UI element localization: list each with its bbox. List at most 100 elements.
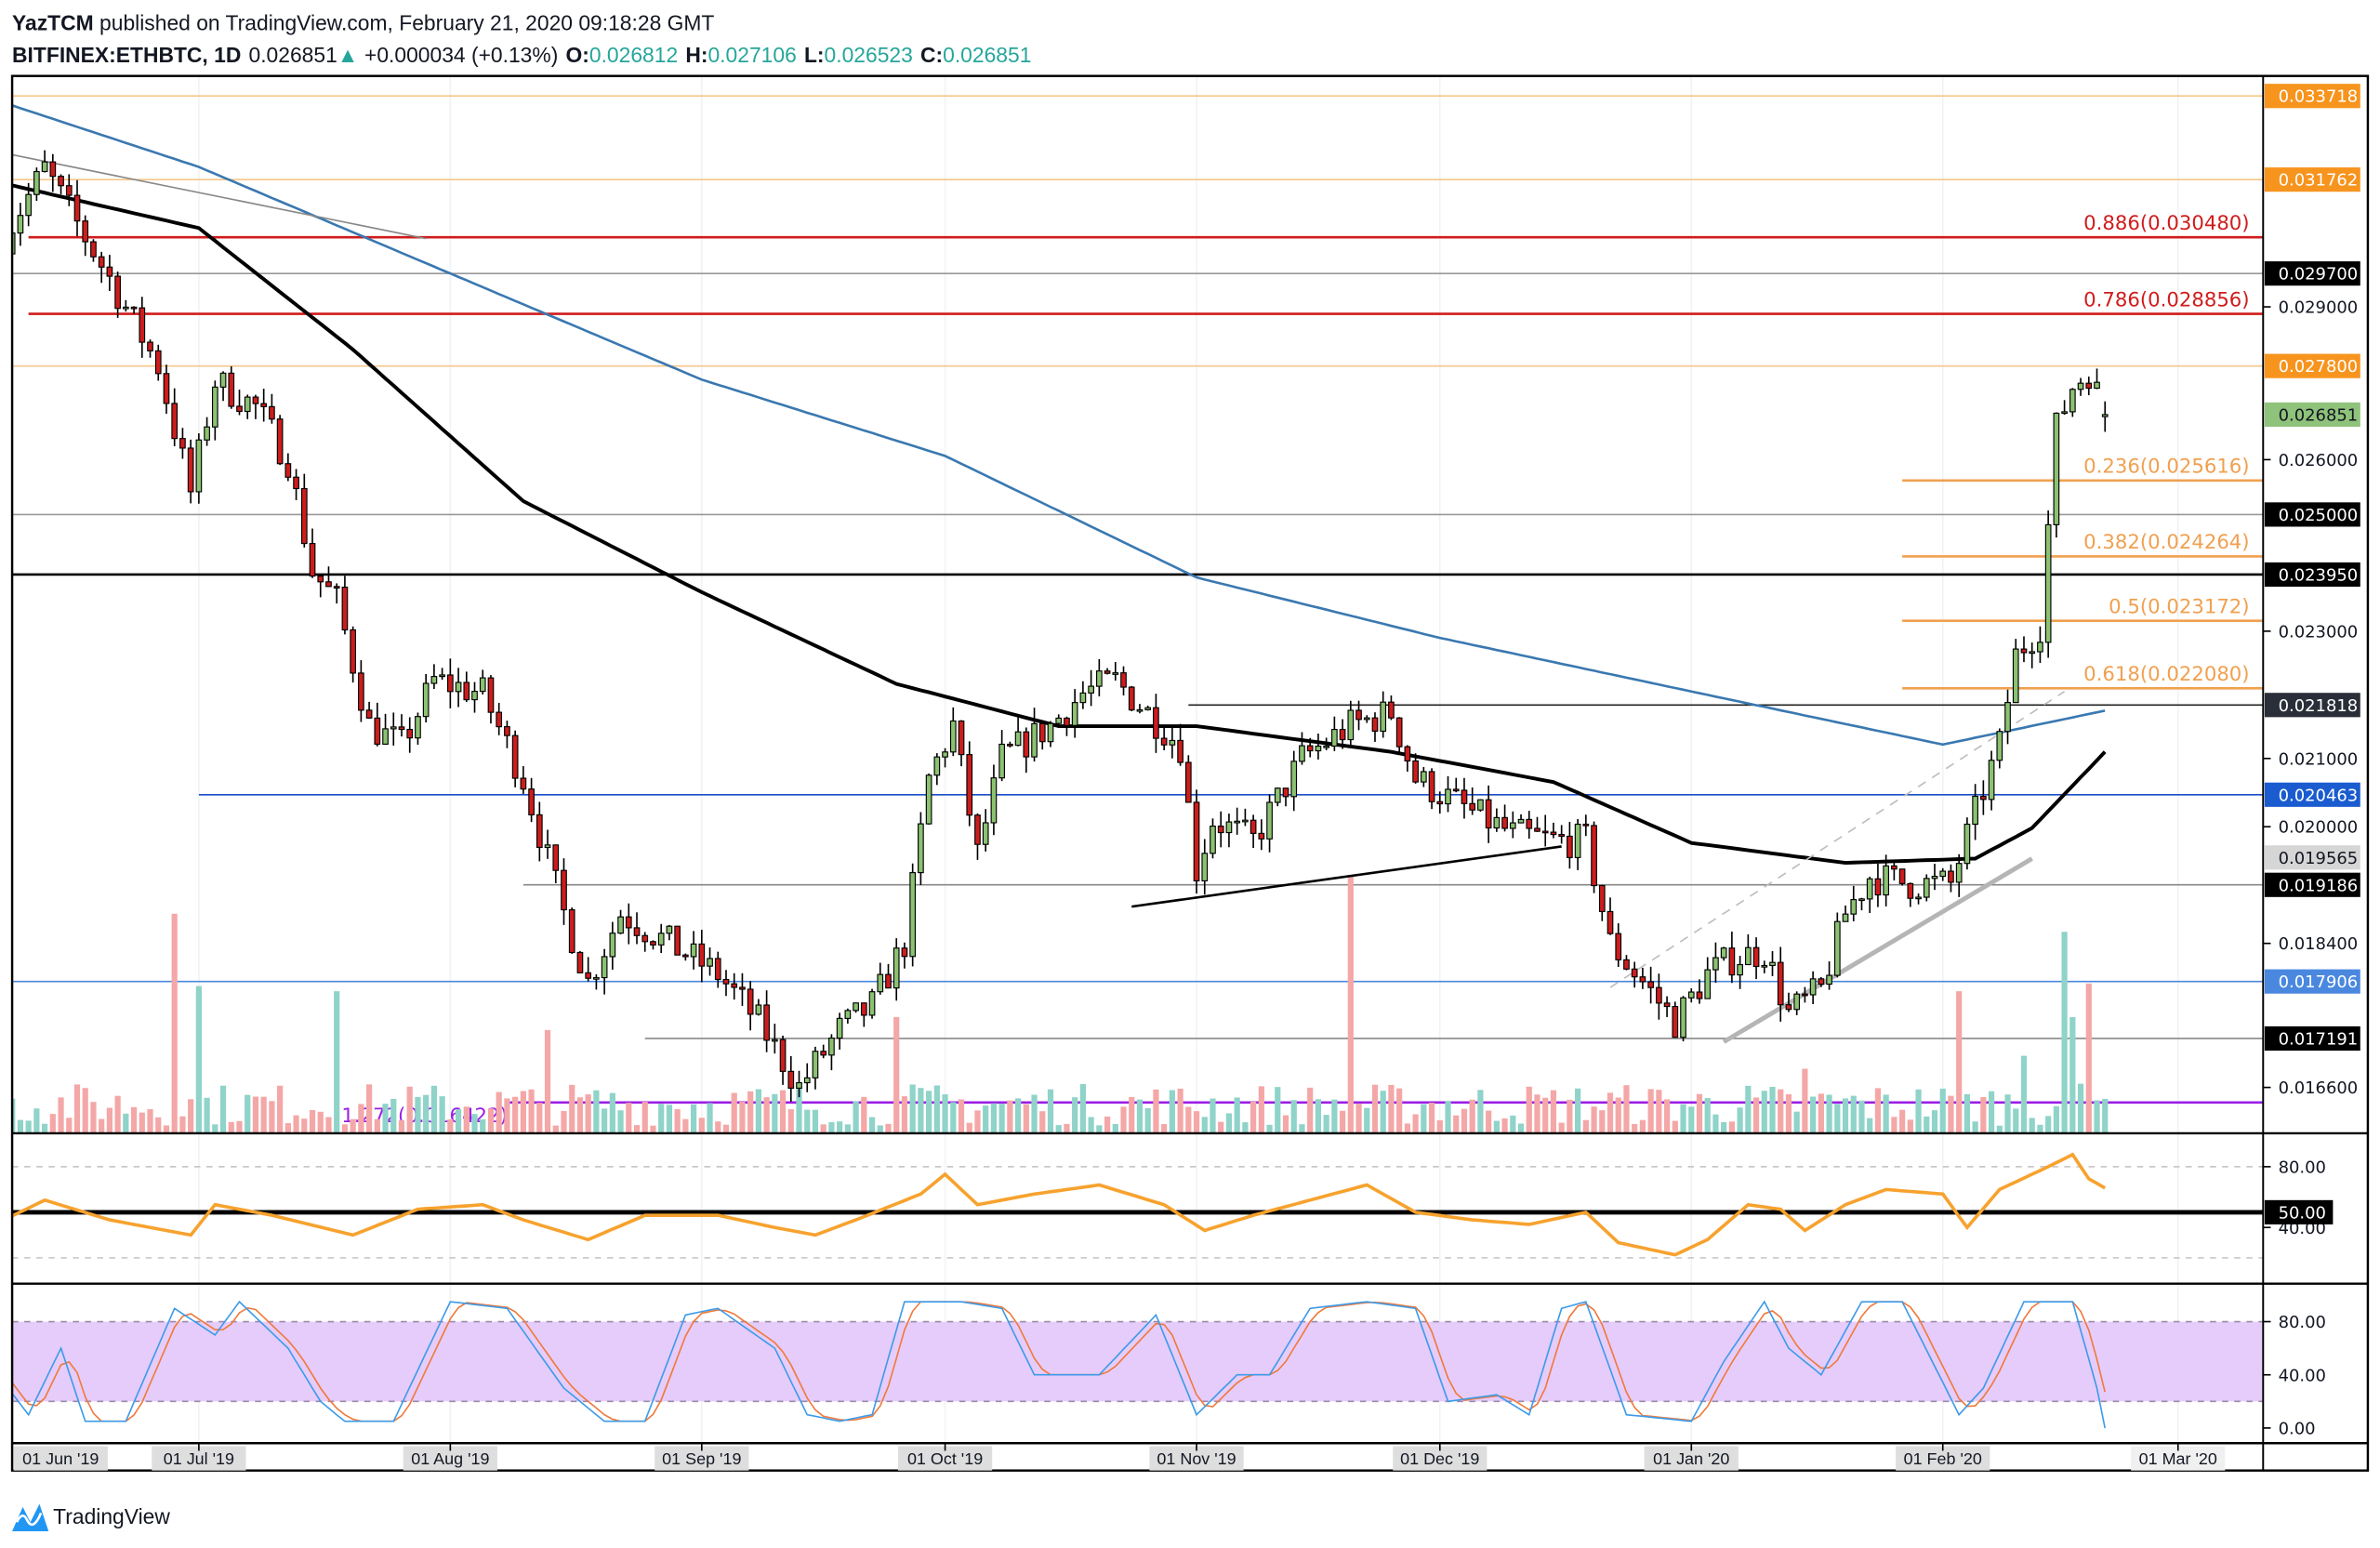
candle-body	[528, 788, 535, 815]
volume-bar	[17, 1119, 24, 1133]
volume-bar	[430, 1085, 438, 1133]
tradingview-logo[interactable]: TradingView	[12, 1503, 170, 1532]
price-axis[interactable]: 0.029000 0.026000 0.023000 0.021000 0.020000…	[2263, 84, 2360, 1438]
stoch-rsi-pane[interactable]	[0, 1300, 2264, 1429]
time-tick-label[interactable]: 01 Sep '19	[662, 1449, 741, 1468]
time-tick-label[interactable]: 01 Oct '19	[907, 1449, 983, 1468]
trendline[interactable]	[1722, 856, 2033, 1044]
volume-bar	[398, 1119, 405, 1133]
candle-body	[698, 943, 706, 967]
volume-bar	[1996, 1125, 2003, 1133]
volume-bar	[2013, 1108, 2019, 1133]
candle	[1306, 737, 1314, 758]
candle	[479, 669, 486, 695]
price-axis-marker-label: 0.033718	[2279, 87, 2359, 107]
price-tick-label: 0.023000	[2279, 622, 2359, 642]
volume-bar	[66, 1118, 73, 1133]
volume-bar	[609, 1092, 615, 1133]
candle	[1079, 681, 1087, 709]
candle	[1144, 705, 1152, 711]
candle	[690, 931, 697, 970]
volume-bar	[2020, 1055, 2028, 1133]
candle	[147, 339, 153, 358]
candle	[1274, 787, 1281, 807]
volume-bar	[1704, 1098, 1711, 1133]
candle	[1404, 745, 1411, 772]
price-axis-marker[interactable]	[2264, 693, 2360, 718]
volume-bar	[1014, 1098, 1022, 1133]
time-tick-label[interactable]: 01 Feb '20	[1904, 1449, 1982, 1468]
candle-body	[1193, 801, 1200, 881]
volume-bar	[1793, 1111, 1800, 1133]
candle	[1436, 791, 1444, 814]
symbol[interactable]: BITFINEX:ETHBTC, 1D	[12, 43, 241, 67]
candle	[1452, 777, 1460, 793]
candle	[471, 681, 478, 713]
candle-body	[1371, 717, 1379, 733]
volume-bar	[690, 1104, 697, 1133]
time-tick-label[interactable]: 01 Jun '19	[22, 1449, 99, 1468]
candle-body	[787, 1070, 795, 1089]
time-tick-label[interactable]: 01 Dec '19	[1400, 1449, 1479, 1468]
time-tick-label[interactable]: 01 Nov '19	[1157, 1449, 1236, 1468]
volume-bar	[1778, 1089, 1784, 1133]
price-axis-marker[interactable]	[2264, 261, 2360, 286]
candle-body	[1833, 920, 1841, 976]
price-axis-marker[interactable]	[2264, 845, 2360, 870]
candle	[1225, 814, 1233, 848]
rsi-marker[interactable]	[2264, 1199, 2334, 1224]
trendline[interactable]	[12, 153, 427, 240]
volume-bar	[1688, 1106, 1695, 1133]
price-axis-marker[interactable]	[2264, 782, 2360, 807]
time-axis[interactable]: 01 Jun '19 01 Jul '19 01 Aug '19 01 Sep '19…	[13, 1443, 2226, 1471]
price-axis-marker[interactable]	[2264, 167, 2360, 192]
author[interactable]: YazTCM	[12, 11, 94, 35]
candle	[1160, 725, 1168, 750]
price-axis-marker[interactable]	[2264, 84, 2360, 109]
price-axis-marker[interactable]	[2264, 353, 2360, 378]
candle-body	[1144, 707, 1152, 710]
trendline[interactable]	[1131, 845, 1562, 908]
candle-body	[1663, 1002, 1671, 1008]
candle	[1534, 816, 1540, 832]
candle-body	[236, 405, 243, 413]
candle-body	[1656, 986, 1662, 1004]
price-axis-marker-label: 0.023950	[2279, 566, 2359, 586]
volume-bar	[1672, 1120, 1678, 1133]
candle	[828, 1034, 835, 1071]
rsi-pane[interactable]	[4, 1152, 2264, 1259]
volume-bar	[1185, 1106, 1192, 1133]
price-axis-marker[interactable]	[2264, 402, 2360, 427]
candle-body	[1064, 717, 1070, 726]
price-axis-marker[interactable]	[2264, 969, 2360, 994]
candle-body	[1104, 670, 1111, 674]
candle	[106, 255, 113, 292]
price-axis-marker-label: 0.026851	[2279, 405, 2359, 425]
price-axis-marker[interactable]	[2264, 872, 2360, 897]
volume-bar	[155, 1117, 162, 1133]
time-tick-label[interactable]: 01 Mar '20	[2139, 1449, 2217, 1468]
volume-bar	[365, 1084, 373, 1133]
candle	[406, 717, 414, 753]
volume-bar	[707, 1103, 713, 1133]
candle-body	[739, 986, 746, 990]
trendline[interactable]	[1609, 691, 2066, 988]
time-tick-label[interactable]: 01 Jan '20	[1653, 1449, 1729, 1468]
volume-bar	[1663, 1099, 1671, 1133]
price-axis-marker[interactable]	[2264, 562, 2360, 588]
candle-body	[244, 396, 251, 413]
candle	[1014, 716, 1022, 747]
candle	[1234, 807, 1241, 835]
volume-bar	[1161, 1124, 1168, 1133]
candle	[1964, 817, 1971, 870]
candle-body	[1891, 865, 1897, 870]
time-tick-label[interactable]: 01 Jul '19	[164, 1449, 234, 1468]
volume-bar	[998, 1104, 1005, 1133]
candle-body	[1752, 946, 1760, 968]
price-axis-marker[interactable]	[2264, 1025, 2360, 1052]
price-pane[interactable]: 0.886(0.030480) 0.786(0.028856) 0.236(0.02…	[0, 86, 2264, 1133]
candle-body	[1493, 816, 1501, 829]
time-tick-label[interactable]: 01 Aug '19	[411, 1449, 489, 1468]
price-axis-marker[interactable]	[2264, 502, 2360, 527]
